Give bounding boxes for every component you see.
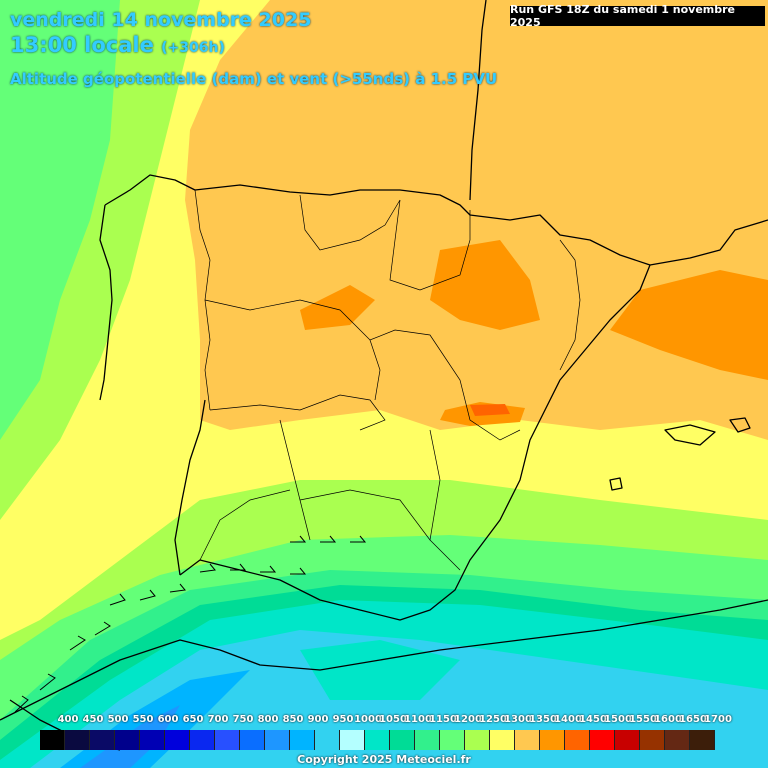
legend-label: 1000: [354, 714, 382, 725]
legend-label: 1300: [504, 714, 532, 725]
legend-label: 600: [157, 714, 179, 725]
legend-swatch: [665, 730, 690, 750]
legend-swatch: [390, 730, 415, 750]
legend-label: 650: [182, 714, 204, 725]
legend-swatch: [115, 730, 140, 750]
legend-swatch: [65, 730, 90, 750]
forecast-hour: 13:00 locale: [10, 33, 154, 57]
wind-barbs: [14, 535, 367, 713]
legend-label: 950: [332, 714, 354, 725]
legend-swatch: [640, 730, 665, 750]
legend-label: 1500: [604, 714, 632, 725]
legend-label: 1400: [554, 714, 582, 725]
legend-label: 1550: [629, 714, 657, 725]
legend-label: 1250: [479, 714, 507, 725]
legend-label: 1700: [704, 714, 732, 725]
legend-swatch: [290, 730, 315, 750]
legend-swatch: [340, 730, 365, 750]
region-borders: [194, 189, 581, 571]
legend-label: 850: [282, 714, 304, 725]
legend-swatch: [415, 730, 440, 750]
field-1050-patch: [300, 640, 460, 700]
legend-swatch: [590, 730, 615, 750]
legend-label: 1600: [654, 714, 682, 725]
run-info: Run GFS 18Z du samedi 1 novembre 2025: [510, 3, 765, 29]
legend-swatch: [215, 730, 240, 750]
legend-label: 400: [57, 714, 79, 725]
legend-swatch: [190, 730, 215, 750]
legend-label: 750: [232, 714, 254, 725]
legend-label: 1200: [454, 714, 482, 725]
copyright: Copyright 2025 Meteociel.fr: [297, 753, 471, 766]
legend-swatch: [615, 730, 640, 750]
legend-swatch: [365, 730, 390, 750]
legend-label: 1350: [529, 714, 557, 725]
legend-swatch: [540, 730, 565, 750]
legend-label: 800: [257, 714, 279, 725]
field-1400-patch-east: [610, 270, 768, 380]
legend-label: 1450: [579, 714, 607, 725]
field-1400-patch: [430, 240, 540, 330]
legend-swatch: [315, 730, 340, 750]
forecast-lead: (+306h): [161, 40, 225, 56]
legend-labels: 400 450 500 550 600 650 700 750 800 850 900 950 1000…: [58, 714, 738, 728]
legend-swatch: [240, 730, 265, 750]
legend-swatch: [165, 730, 190, 750]
legend-label: 550: [132, 714, 154, 725]
field-1350-band: [185, 0, 768, 440]
legend-swatch: [465, 730, 490, 750]
parameter-title: Altitude géopotentielle (dam) et vent (>…: [10, 70, 498, 88]
legend-color-bar: [40, 730, 715, 750]
legend-label: 1100: [404, 714, 432, 725]
legend-swatch: [40, 730, 65, 750]
forecast-date: vendredi 14 novembre 2025: [10, 9, 312, 31]
field-1400-patch-centre: [300, 285, 375, 330]
legend-label: 1650: [679, 714, 707, 725]
legend-swatch: [515, 730, 540, 750]
legend-swatch: [440, 730, 465, 750]
legend-label: 700: [207, 714, 229, 725]
legend-label: 900: [307, 714, 329, 725]
legend-label: 500: [107, 714, 129, 725]
legend-swatch: [140, 730, 165, 750]
legend-label: 1050: [379, 714, 407, 725]
legend-swatch: [90, 730, 115, 750]
legend-label: 1150: [429, 714, 457, 725]
legend-swatch: [490, 730, 515, 750]
legend-label: 450: [82, 714, 104, 725]
legend-swatch: [265, 730, 290, 750]
forecast-time: 13:00 locale (+306h): [10, 33, 225, 57]
field-1450-spot: [470, 404, 510, 416]
legend-swatch: [565, 730, 590, 750]
legend-swatch: [690, 730, 715, 750]
